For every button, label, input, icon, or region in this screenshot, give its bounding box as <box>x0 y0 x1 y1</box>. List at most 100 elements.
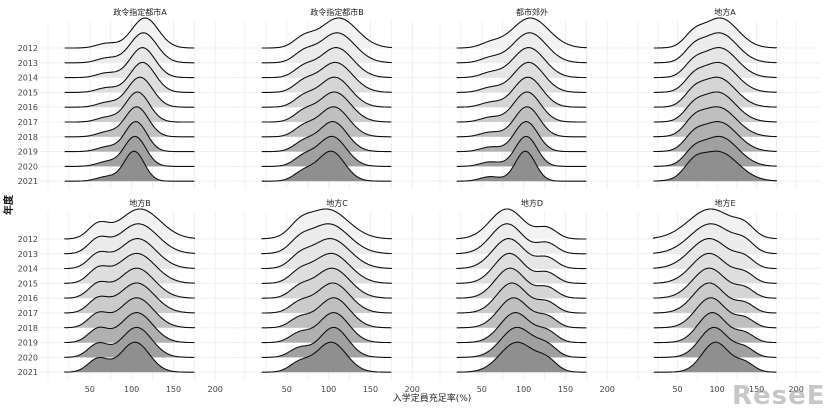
ridge-fill <box>64 268 195 299</box>
x-tick-label: 100 <box>321 385 336 394</box>
ridge-line <box>653 341 777 373</box>
ridge-fill <box>64 92 195 122</box>
ridge-line <box>456 312 587 344</box>
year-label: 2020 <box>18 353 38 362</box>
ridge-line <box>64 61 195 93</box>
ridge-line <box>261 17 392 49</box>
year-label: 2015 <box>18 279 38 288</box>
panel-title: 政令指定都市B <box>310 7 364 17</box>
ridge-line <box>63 341 195 373</box>
ridge-line <box>456 297 587 329</box>
ridge-line <box>261 135 392 167</box>
panel: 地方C 50 100 150 200 <box>237 198 437 394</box>
panel-title: 地方B <box>129 198 151 208</box>
ridge-line <box>653 282 777 314</box>
ridge-fill <box>64 283 195 313</box>
ridge-line <box>653 106 777 138</box>
ridge-line <box>456 135 587 167</box>
ridge-fill <box>64 223 195 254</box>
ridge-line <box>261 341 392 373</box>
year-label: 2021 <box>18 368 38 377</box>
ridge-line <box>456 17 588 49</box>
panel-title: 政令指定都市A <box>113 7 167 17</box>
ridge-line <box>653 150 777 182</box>
panel: 地方B 2012 2013 2014 2015 2016 2017 2018 2019 2020 2… <box>18 198 240 394</box>
ridge-fill <box>261 151 392 182</box>
ridge-line <box>261 282 393 314</box>
ridge-line <box>260 238 393 270</box>
ridge-fill <box>261 62 392 93</box>
ridge-fill <box>64 253 195 284</box>
ridge-fill <box>261 342 392 373</box>
ridge-fill <box>456 223 587 254</box>
ridge-line <box>261 326 392 358</box>
x-tick-label: 150 <box>363 385 378 394</box>
year-label: 2019 <box>18 339 38 348</box>
year-label: 2013 <box>18 59 38 68</box>
ridge-fill <box>456 253 587 284</box>
panel-title: 地方D <box>521 198 543 208</box>
ridge-line <box>63 252 196 284</box>
ridge-line <box>455 252 587 284</box>
ridge-line <box>456 32 588 64</box>
panel-title: 都市郊外 <box>516 7 548 17</box>
ridge-fill <box>261 268 392 299</box>
ridge-line <box>261 312 392 344</box>
x-tick-label: 200 <box>405 385 420 394</box>
ridge-fill <box>261 32 392 63</box>
ridge-fill <box>64 297 195 328</box>
ridge-fill <box>261 121 392 152</box>
ridge-line <box>63 297 196 329</box>
year-label: 2017 <box>18 309 38 318</box>
ridge-line <box>260 223 393 255</box>
panel: 地方D 50 100 150 200 <box>432 198 632 394</box>
x-axis-label: 入学定員充足率(%) <box>393 392 472 404</box>
ridge-fill <box>261 297 392 328</box>
ridge-line <box>653 135 777 167</box>
panels: 政令指定都市A 2012 2013 2014 2015 2016 2017 2018 2019 2… <box>18 7 820 394</box>
ridge-fill <box>456 47 587 78</box>
panel: 地方E 50 100 150 200 <box>630 198 820 394</box>
ridge-fill <box>456 209 587 239</box>
panel: 政令指定都市B <box>237 7 437 190</box>
ridge-line <box>653 252 777 284</box>
ridge-fill <box>456 312 587 343</box>
ridge-fill <box>64 62 195 93</box>
ridge-line <box>653 121 777 153</box>
x-tick-label: 150 <box>558 385 573 394</box>
ridge-line <box>456 223 587 255</box>
ridge-fill <box>64 151 195 182</box>
panel-title: 地方E <box>714 198 735 208</box>
ridge-line <box>64 32 195 64</box>
ridge-fill <box>64 342 195 373</box>
year-label: 2020 <box>18 162 38 171</box>
ridge-fill <box>64 77 195 108</box>
ridge-line <box>261 121 392 153</box>
x-tick-label: 200 <box>789 385 804 394</box>
ridge-fill <box>64 327 195 358</box>
ridge-line <box>653 312 777 344</box>
ridge-line <box>64 17 195 49</box>
ridge-line <box>261 106 392 138</box>
ridge-fill <box>261 18 392 48</box>
ridge-fill <box>64 238 195 269</box>
watermark-text: ReseEd <box>732 381 826 410</box>
ridge-line <box>653 76 777 108</box>
ridge-line <box>456 208 587 240</box>
ridge-fill <box>653 238 777 269</box>
ridge-line <box>456 47 587 79</box>
ridge-line <box>64 47 195 79</box>
ridge-line <box>64 150 195 182</box>
ridge-line <box>653 208 777 240</box>
ridge-fill <box>64 106 195 137</box>
x-tick-label: 50 <box>282 385 292 394</box>
ridge-line <box>261 150 392 182</box>
year-label: 2017 <box>18 118 38 127</box>
ridge-line <box>63 312 195 344</box>
ridge-fill <box>456 238 587 269</box>
ridge-line <box>456 238 587 270</box>
panel-title: 地方A <box>714 7 736 17</box>
x-tick-label: 100 <box>124 385 139 394</box>
ridge-fill <box>456 327 587 358</box>
